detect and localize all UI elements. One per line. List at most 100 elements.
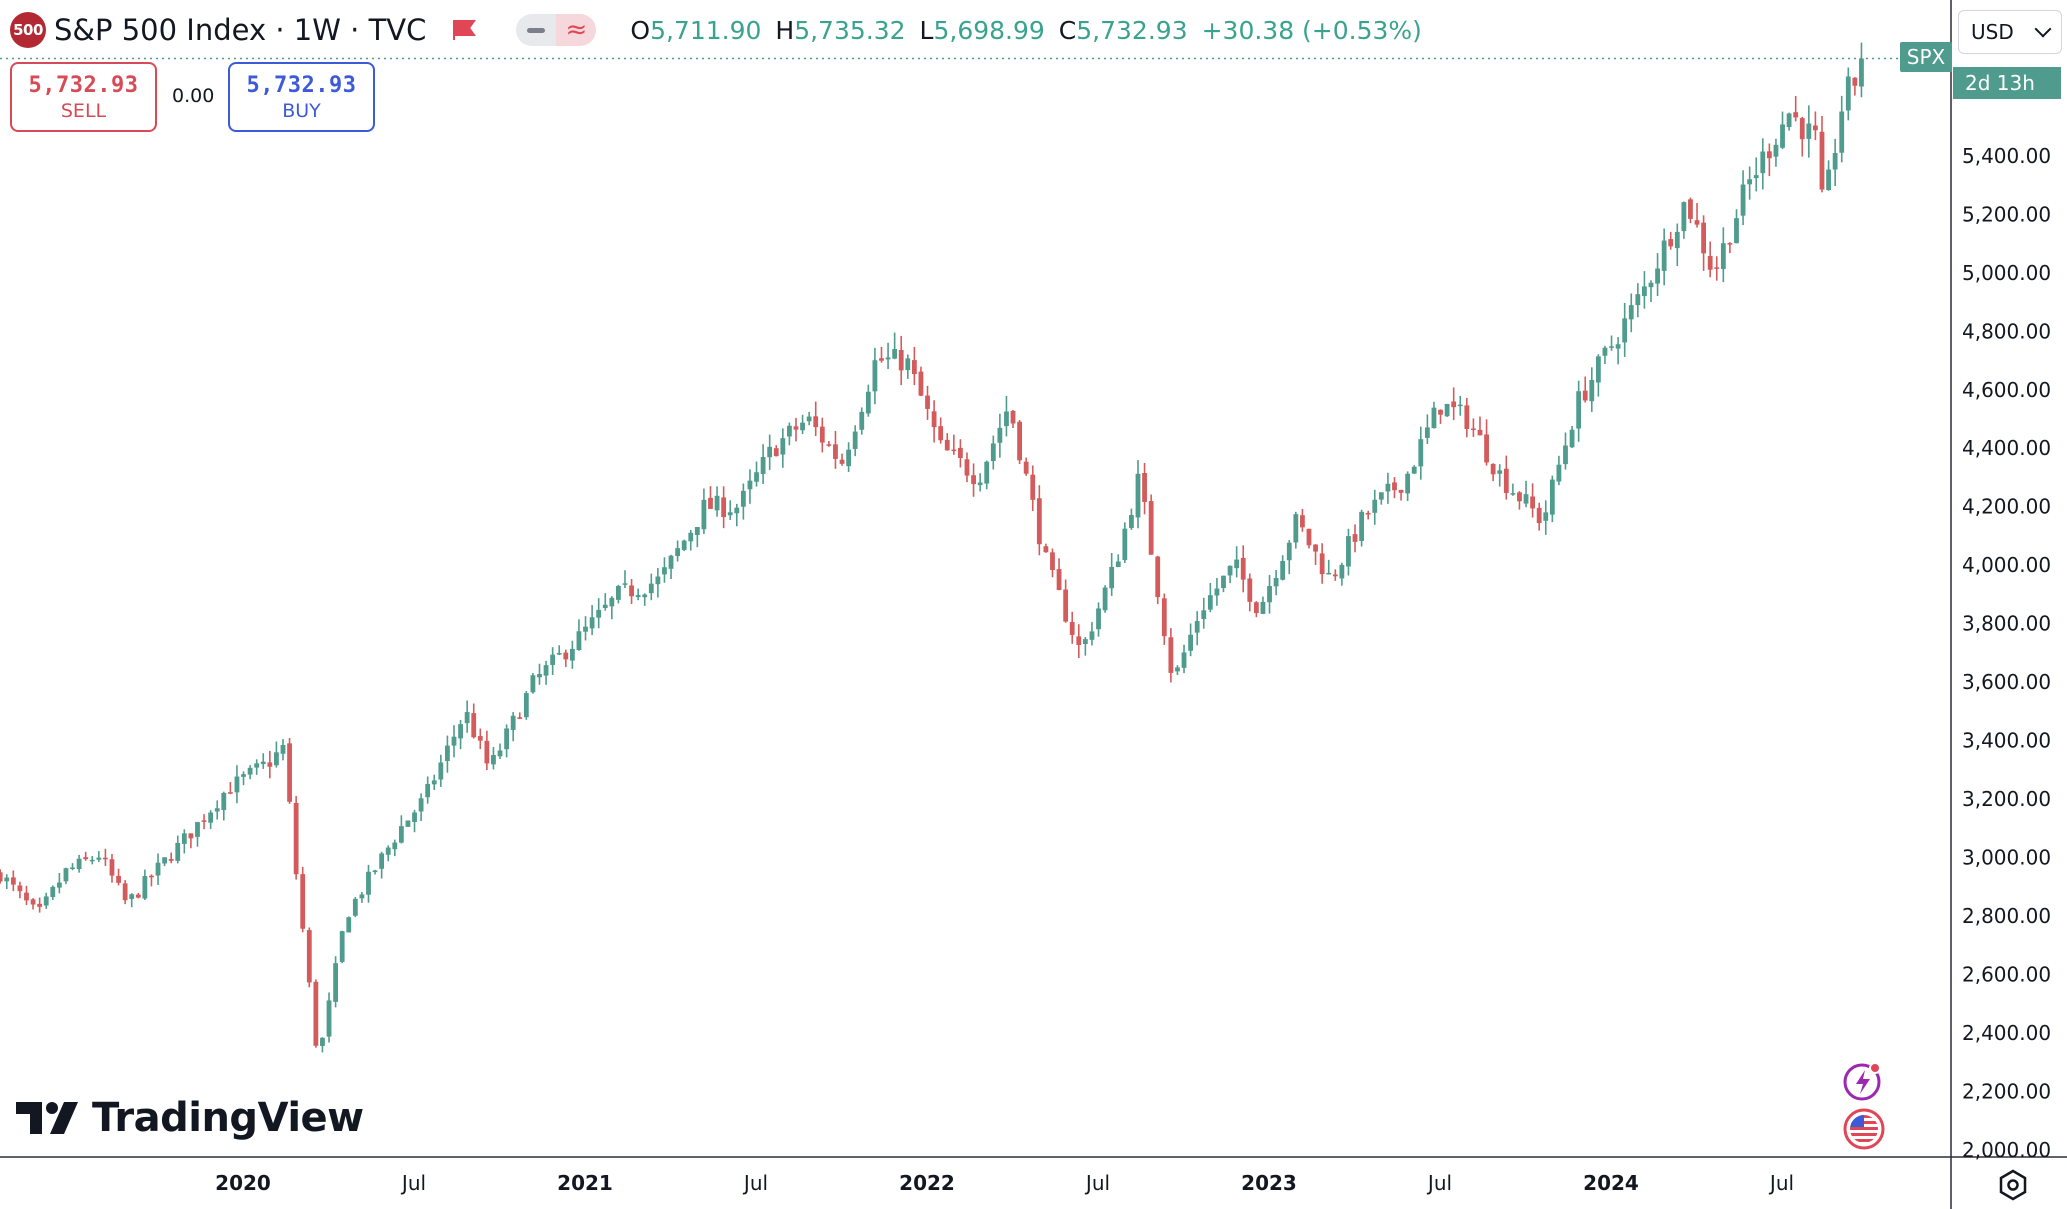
sp500-logo-icon: 500	[10, 12, 46, 48]
candle-body	[1155, 556, 1161, 598]
symbol-legend: 500 S&P 500 Index · 1W · TVC ≈ O5,711.90…	[10, 10, 1422, 50]
candle-body	[537, 674, 542, 678]
sell-button[interactable]: 5,732.93 SELL	[10, 62, 157, 132]
candle-body	[359, 894, 365, 899]
candle-body	[1714, 267, 1720, 269]
candle-body	[1424, 427, 1430, 438]
candle-body	[155, 862, 161, 876]
candle-body	[142, 876, 148, 899]
candle-body	[1194, 621, 1200, 633]
candle-body	[925, 395, 930, 409]
candle-body	[813, 416, 819, 428]
candle-body	[1267, 586, 1272, 603]
candle-body	[234, 776, 240, 793]
candle-body	[1043, 546, 1049, 553]
candle-body	[70, 867, 75, 869]
lightning-icon[interactable]	[1842, 1058, 1886, 1102]
candle-body	[1642, 286, 1647, 297]
price-tick-label: 4,400.00	[1962, 436, 2051, 460]
candle-body	[405, 820, 411, 827]
candle-body	[990, 443, 996, 461]
wave-compare-icon[interactable]: ≈	[556, 14, 597, 46]
candle-body	[214, 808, 220, 812]
candle-body	[833, 444, 838, 459]
candle-body	[629, 585, 634, 597]
price-tick-label: 2,600.00	[1962, 963, 2051, 987]
candle-body	[339, 931, 345, 962]
candle-body	[569, 648, 575, 661]
candle-body	[0, 872, 3, 882]
candle-body	[1701, 222, 1707, 254]
candle-body	[208, 812, 214, 823]
candle-body	[4, 877, 10, 882]
candle-body	[1221, 575, 1226, 589]
candle-body	[1050, 552, 1055, 571]
candle-body	[254, 763, 260, 768]
price-tick-label: 4,200.00	[1962, 495, 2051, 519]
price-tick-label: 3,800.00	[1962, 612, 2051, 636]
candle-body	[984, 461, 990, 484]
candle-body	[1655, 268, 1660, 284]
candle-body	[905, 358, 911, 371]
candle-body	[865, 391, 871, 414]
price-tick-label: 3,600.00	[1962, 670, 2051, 694]
candle-body	[734, 507, 740, 514]
candle-body	[951, 449, 957, 452]
candle-body	[398, 826, 404, 843]
candle-body	[1004, 411, 1009, 427]
candle-body	[767, 446, 773, 458]
candle-body	[1286, 542, 1292, 561]
line-style-icon[interactable]	[516, 14, 557, 46]
candle-body	[497, 750, 503, 757]
tradingview-logo[interactable]: TradingView	[16, 1095, 364, 1141]
candle-body	[103, 857, 108, 860]
candle-body	[96, 857, 102, 860]
candle-body	[1451, 401, 1457, 408]
gear-icon[interactable]	[1996, 1168, 2030, 1202]
candle-body	[1023, 461, 1029, 474]
candle-body	[694, 527, 700, 535]
buy-button[interactable]: 5,732.93 BUY	[228, 62, 375, 132]
candle-body	[1681, 202, 1687, 232]
time-axis[interactable]: 2020 Jul 2021 Jul 2022 Jul 2023 Jul 2024 Jul	[215, 1171, 1794, 1195]
candle-body	[135, 894, 141, 898]
symbol-title[interactable]: S&P 500 Index · 1W · TVC	[54, 13, 427, 47]
candle-body	[43, 896, 49, 906]
candle-body	[1484, 434, 1489, 463]
candle-body	[727, 512, 733, 516]
candle-body	[958, 447, 963, 458]
time-tick-label: Jul	[742, 1171, 768, 1195]
candle-body	[1411, 466, 1417, 474]
price-tick-label: 2,000.00	[1962, 1138, 2051, 1162]
candle-body	[89, 859, 95, 862]
candle-body	[622, 583, 628, 585]
candle-body	[30, 899, 36, 905]
price-tick-label: 5,000.00	[1962, 261, 2051, 285]
candle-body	[1622, 318, 1628, 343]
candle-body	[662, 567, 667, 575]
candle-body	[484, 740, 490, 764]
candle-body	[806, 416, 812, 422]
candle-body	[122, 883, 128, 901]
currency-select[interactable]: USD	[1958, 10, 2062, 54]
candle-body	[1510, 493, 1516, 495]
candle-body	[721, 497, 727, 518]
candle-body	[1720, 243, 1726, 270]
candle-body	[346, 917, 352, 933]
ohlc-change: +30.38 (+0.53%)	[1201, 15, 1422, 45]
candle-body	[1747, 179, 1753, 185]
candle-body	[1253, 602, 1259, 614]
flag-icon[interactable]	[452, 19, 477, 41]
candle-body	[1688, 199, 1693, 219]
candle-body	[1668, 239, 1674, 247]
candle-body	[1438, 409, 1443, 415]
candle-body	[1628, 305, 1634, 320]
candle-body	[1740, 184, 1746, 216]
price-axis[interactable]: 2,000.00 2,200.00 2,400.00 2,600.00 2,800.00…	[1962, 144, 2051, 1162]
candle-body	[1694, 220, 1700, 225]
candle-body	[1122, 528, 1128, 560]
candle-body	[366, 871, 371, 895]
sell-label: SELL	[60, 99, 107, 122]
us-flag-icon[interactable]	[1842, 1107, 1886, 1151]
